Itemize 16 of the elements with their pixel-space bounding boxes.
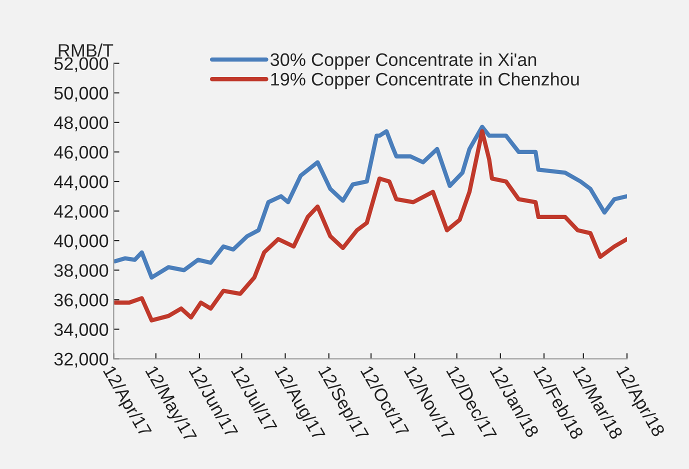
legend-label: 30% Copper Concentrate in Xi'an [270, 52, 536, 70]
y-tick-label: 46,000 [54, 146, 108, 161]
y-tick-label: 34,000 [54, 323, 108, 338]
y-tick-label: 44,000 [54, 175, 108, 190]
line-series [114, 129, 627, 322]
y-tick-label: 42,000 [54, 204, 108, 220]
y-tick-label: 48,000 [54, 116, 108, 132]
y-tick-label: 36,000 [54, 294, 108, 309]
y-tick-label: 52,000 [54, 57, 108, 72]
line-series [114, 124, 627, 280]
y-tick-label: 40,000 [54, 234, 108, 250]
y-tick-label: 38,000 [54, 264, 108, 279]
y-tick-label: 50,000 [54, 86, 108, 102]
legend-label: 19% Copper Concentrate in Chenzhou [271, 72, 579, 90]
y-tick-label: 32,000 [54, 352, 108, 368]
y-axis-title: RMB/T [58, 44, 114, 57]
